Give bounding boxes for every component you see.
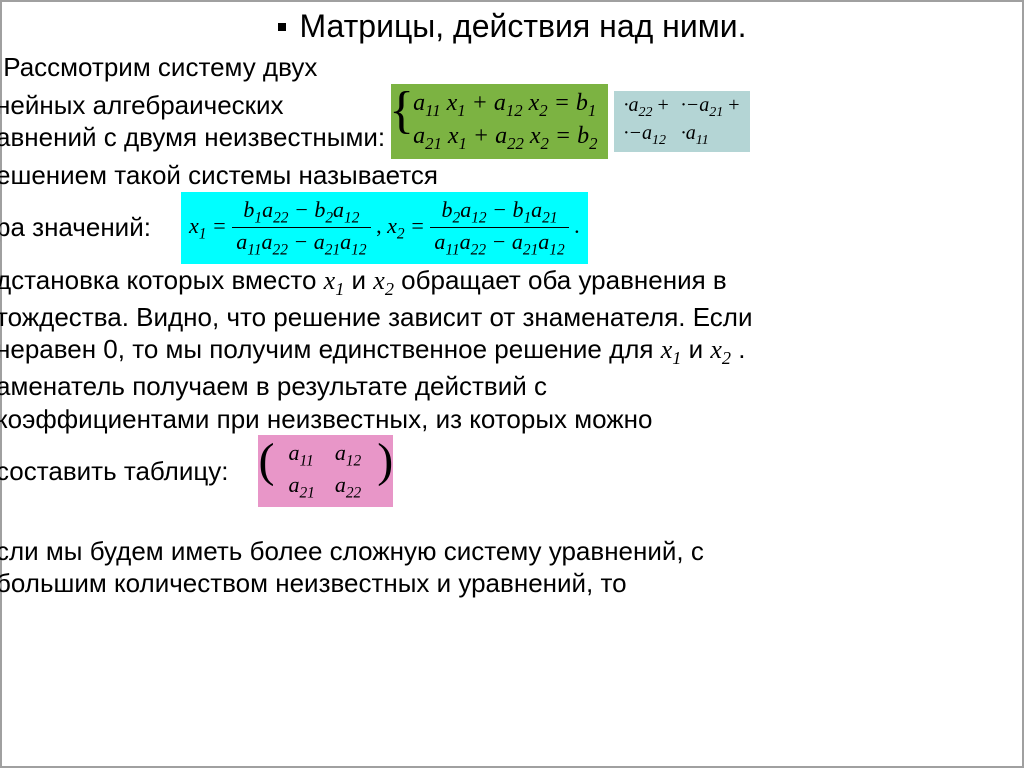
body-line-4: ешением такой системы называется xyxy=(0,159,1022,192)
row-matrix: составить таблицу: ( a11a12 a21a22 ) xyxy=(2,435,1022,506)
body-line-10: коэффициентами при неизвестных, из котор… xyxy=(0,403,1022,436)
solution-formulas-box: x1 = b1a22 − b2a12 a11a22 − a21a12 , x2 … xyxy=(181,192,588,264)
eq2: a21 x1 + a22 x2 = b2 xyxy=(413,121,597,155)
multiplier-box: ·a22 + ·−a21 + ·−a12 ·a11 xyxy=(614,91,750,152)
matrix-box: ( a11a12 a21a22 ) xyxy=(258,435,393,506)
system-equations-box: { a11 x1 + a12 x2 = b1 a21 x1 + a22 x2 =… xyxy=(391,84,607,160)
row-solution: ра значений: x1 = b1a22 − b2a12 a11a22 −… xyxy=(2,192,1022,264)
bullet-icon xyxy=(278,23,286,31)
body-line-13: большим количеством неизвестных и уравне… xyxy=(0,567,1022,600)
body-line-3: авнений с двумя неизвестными: xyxy=(0,121,385,154)
body-line-1: Рассмотрим систему двух xyxy=(0,51,1022,84)
body-line-6: дстановка которых вместо x1 и x2 обращае… xyxy=(0,264,1022,301)
body-line-8: неравен 0, то мы получим единственное ре… xyxy=(0,333,1022,370)
title-text: Матрицы, действия над ними. xyxy=(300,8,747,44)
body-line-9: аменатель получаем в результате действий… xyxy=(0,370,1022,403)
body-line-2: нейных алгебраических xyxy=(0,89,385,122)
slide-title: Матрицы, действия над ними. xyxy=(2,8,1022,45)
body-line-12: сли мы будем иметь более сложную систему… xyxy=(0,535,1022,568)
slide-body: Рассмотрим систему двух нейных алгебраич… xyxy=(2,51,1022,600)
body-line-11: составить таблицу: xyxy=(0,455,228,488)
row-system: нейных алгебраических авнений с двумя не… xyxy=(2,84,1022,160)
body-line-5: ра значений: xyxy=(0,211,151,244)
body-line-7: тождества. Видно, что решение зависит от… xyxy=(0,301,1022,334)
eq1: a11 x1 + a12 x2 = b1 xyxy=(413,88,597,122)
